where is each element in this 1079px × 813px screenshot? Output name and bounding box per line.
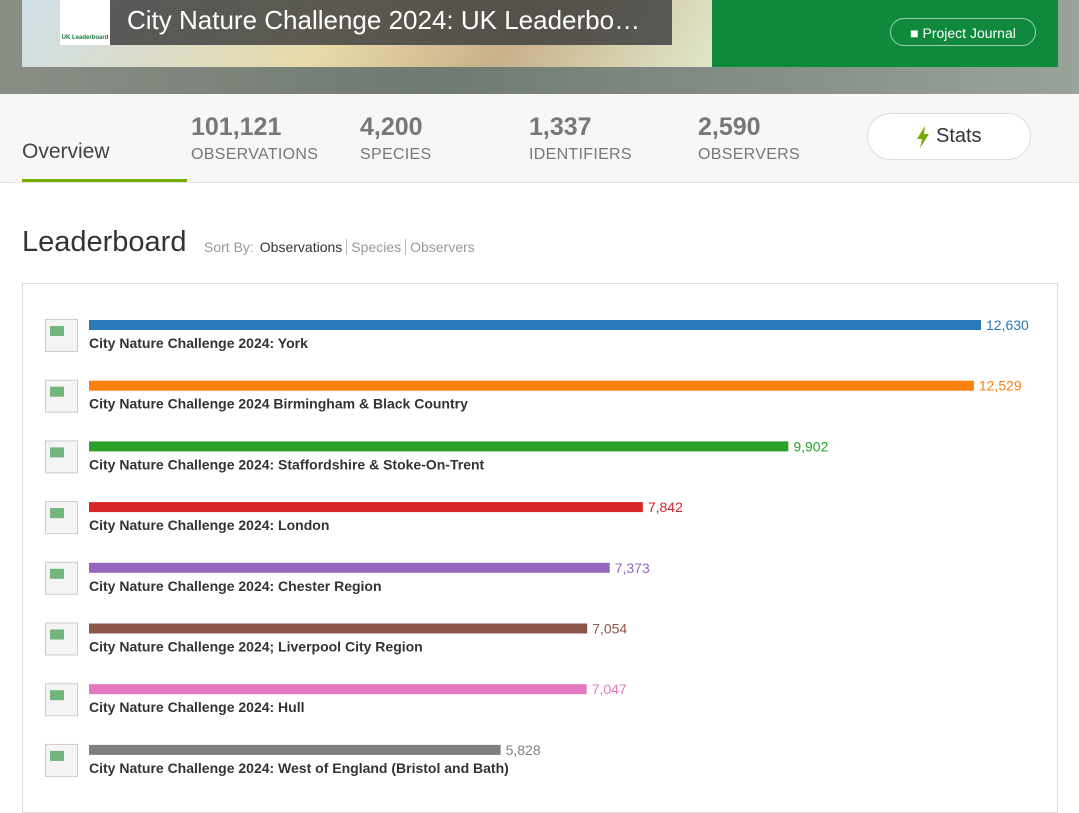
sort-option[interactable]: Species xyxy=(346,239,405,255)
entry-icon-mark xyxy=(50,629,64,640)
project-title: City Nature Challenge 2024: UK Leaderbo… xyxy=(110,0,672,45)
stat-label: OBSERVATIONS xyxy=(191,146,319,163)
entry-icon-mark xyxy=(50,690,64,701)
overview-tab[interactable]: Overview xyxy=(22,140,110,163)
entry-icon-mark xyxy=(50,508,64,519)
project-journal-button[interactable]: ■ Project Journal xyxy=(890,18,1036,46)
leaderboard-chart: 12,630 City Nature Challenge 2024: York 12… xyxy=(45,317,1029,777)
bar xyxy=(89,380,974,391)
bar xyxy=(89,441,789,452)
value-label: 12,630 xyxy=(986,317,1029,333)
stat-label: IDENTIFIERS xyxy=(529,146,632,163)
stat-value: 101,121 xyxy=(191,113,282,141)
entry-icon-mark xyxy=(50,750,64,761)
project-logo: UK Leaderboard xyxy=(60,0,110,45)
entry-name: City Nature Challenge 2024: Staffordshir… xyxy=(89,456,485,472)
value-label: 7,842 xyxy=(648,499,683,515)
value-label: 9,902 xyxy=(793,438,828,454)
stat-value: 2,590 xyxy=(698,113,761,141)
value-label: 7,373 xyxy=(615,560,650,576)
bar xyxy=(89,320,981,330)
stat[interactable]: 1,337 IDENTIFIERS xyxy=(529,113,632,164)
bar xyxy=(89,744,501,755)
bar xyxy=(89,502,643,513)
entry-name: City Nature Challenge 2024: London xyxy=(89,517,329,533)
tab-underline xyxy=(22,179,187,182)
sort-by: Sort By: Observations Species Observers xyxy=(204,239,479,255)
entry-icon-mark xyxy=(50,326,64,336)
stat[interactable]: 2,590 OBSERVERS xyxy=(698,113,800,164)
stat[interactable]: 101,121 OBSERVATIONS xyxy=(191,113,318,164)
entry-icon-mark xyxy=(50,568,64,579)
stat[interactable]: 4,200 SPECIES xyxy=(360,113,431,164)
bolt-icon xyxy=(917,125,930,148)
value-label: 7,047 xyxy=(592,681,627,697)
banner-green xyxy=(712,0,1058,67)
stat-value: 1,337 xyxy=(529,113,592,141)
sort-option[interactable]: Observations xyxy=(259,239,343,255)
bar xyxy=(89,684,587,695)
value-label: 5,828 xyxy=(506,742,541,758)
value-label: 7,054 xyxy=(592,621,627,637)
value-label: 12,529 xyxy=(979,378,1022,394)
bar xyxy=(89,623,588,634)
bar xyxy=(89,562,610,573)
entry-name: City Nature Challenge 2024: York xyxy=(89,335,308,351)
sort-label: Sort By: xyxy=(204,239,254,255)
stat-value: 4,200 xyxy=(360,113,423,141)
entry-name: City Nature Challenge 2024: Hull xyxy=(89,699,305,715)
entry-icon-mark xyxy=(50,447,64,458)
entry-name: City Nature Challenge 2024: West of Engl… xyxy=(89,760,509,776)
entry-name: City Nature Challenge 2024; Liverpool Ci… xyxy=(89,639,423,655)
entry-name: City Nature Challenge 2024: Chester Regi… xyxy=(89,578,382,594)
entry-icon-mark xyxy=(50,386,64,397)
stats-button[interactable]: Stats xyxy=(867,113,1031,160)
leaderboard-title: Leaderboard xyxy=(22,226,187,258)
button-label: Stats xyxy=(935,125,982,147)
stat-label: OBSERVERS xyxy=(698,146,800,163)
stat-label: SPECIES xyxy=(360,146,432,163)
sort-option[interactable]: Observers xyxy=(405,239,479,255)
button-label: Project Journal xyxy=(922,25,1016,41)
entry-name: City Nature Challenge 2024 Birmingham & … xyxy=(89,396,468,412)
